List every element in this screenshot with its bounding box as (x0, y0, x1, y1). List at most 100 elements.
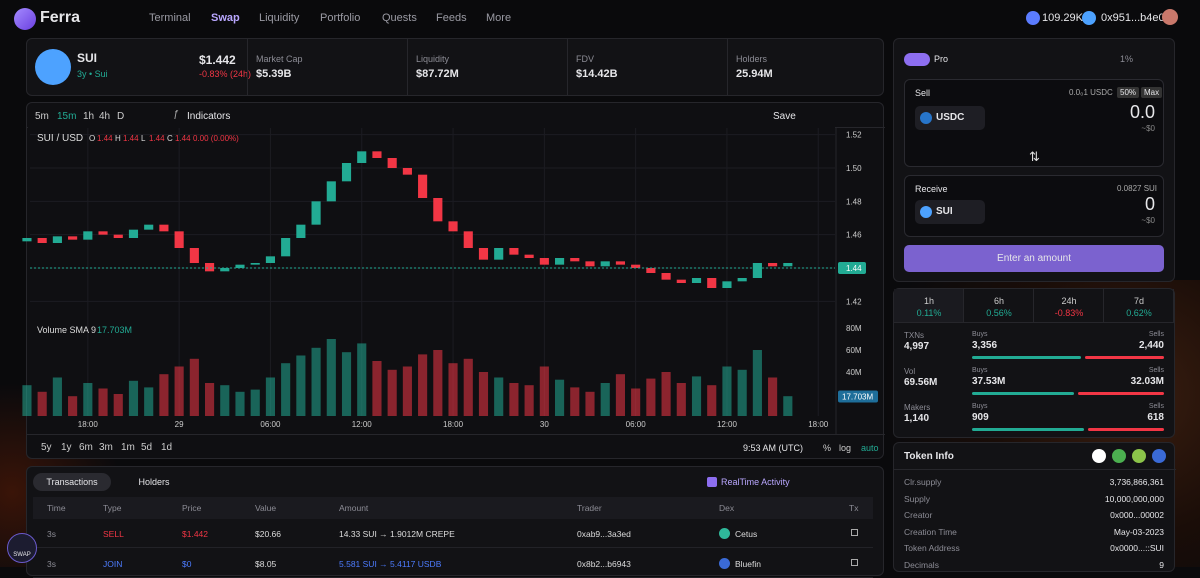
interval-button[interactable]: 4h (99, 111, 111, 122)
range-button[interactable]: 6m (79, 442, 93, 453)
buys-label: Buys (972, 331, 988, 338)
activity-panel: 1h 0.11% 6h 0.56% 24h -0.83% 7d 0.62% TXNs 4,997 B… (893, 288, 1175, 438)
scale-option[interactable]: auto (861, 443, 879, 453)
half-button[interactable]: 50% (1117, 87, 1140, 98)
submit-button[interactable]: Enter an amount (904, 245, 1164, 272)
balance[interactable]: 109.29K (1042, 12, 1083, 24)
divider (27, 127, 885, 128)
buys-value: 909 (972, 412, 989, 423)
period-change: 0.11% (916, 308, 942, 318)
divider (894, 469, 1176, 470)
activity-label: TXNs (904, 331, 924, 340)
info-key: Creator (904, 510, 933, 520)
token-change: -0.83% (24h) (199, 69, 252, 79)
buys-bar (972, 392, 1074, 395)
scale-option[interactable]: log (839, 443, 852, 453)
sells-bar (1088, 428, 1164, 431)
period-change: -0.83% (1054, 308, 1084, 318)
nav-item[interactable]: Feeds (436, 12, 467, 24)
stat-label: FDV (576, 54, 594, 64)
interval-button[interactable]: 1h (83, 111, 95, 122)
period-label: 6h (993, 296, 1004, 306)
swap-fab[interactable]: SWAP (7, 533, 37, 563)
tab[interactable]: Transactions (33, 473, 111, 491)
indicator-icon: ƒ (173, 109, 179, 120)
period-cell[interactable] (964, 289, 1034, 323)
cell: SELL (103, 529, 124, 539)
sells-value: 32.03M (1130, 376, 1164, 387)
sells-value: 618 (1147, 412, 1164, 423)
interval-button[interactable]: D (117, 111, 125, 122)
token-price: $1.442 (199, 53, 236, 67)
column-header: Dex (719, 503, 735, 513)
nav-item[interactable]: Terminal (149, 12, 191, 24)
slippage[interactable]: 1% (1120, 54, 1134, 64)
sell-amount[interactable]: 0.0 (1129, 102, 1155, 122)
period-label: 24h (1061, 296, 1077, 306)
range-button[interactable]: 1y (61, 442, 72, 453)
nav-item[interactable]: Quests (382, 12, 417, 24)
info-value: 10,000,000,000 (1104, 493, 1164, 504)
address[interactable]: 0x951...b4e09 (1101, 12, 1171, 24)
transactions-panel: RealTime Activity Transactions Holders Tim… (26, 466, 884, 578)
tx-link[interactable] (851, 559, 858, 566)
buys-bar (972, 428, 1085, 431)
stat-divider (567, 39, 568, 95)
social-link[interactable] (1132, 449, 1146, 463)
avatar[interactable] (1162, 9, 1178, 25)
receive-usd: ~$0 (1141, 216, 1155, 225)
nav-item[interactable]: Liquidity (259, 12, 300, 24)
cell: 3s (47, 559, 56, 569)
period-cell[interactable] (894, 289, 964, 323)
sell-usd: ~$0 (1141, 124, 1155, 133)
stat-value: $5.39B (256, 68, 292, 80)
pro-toggle[interactable] (904, 53, 930, 66)
logo-text[interactable]: Ferra (40, 9, 81, 26)
flip-icon[interactable]: ⇅ (1029, 149, 1040, 164)
token-meta: 3y • Sui (77, 69, 108, 79)
range-button[interactable]: 1d (161, 442, 173, 453)
sell-token[interactable]: USDC (915, 106, 985, 130)
social-x[interactable] (1092, 449, 1106, 463)
buys-value: 3,356 (972, 340, 998, 351)
realtime-checkbox[interactable] (707, 477, 717, 487)
interval-button[interactable]: 5m (35, 111, 49, 122)
stat-divider (727, 39, 728, 95)
nav-item[interactable]: Swap (211, 12, 240, 24)
range-button[interactable]: 1m (121, 442, 135, 453)
tab[interactable]: Holders (138, 477, 170, 487)
save-button[interactable]: Save (773, 111, 796, 122)
period-label: 7d (1133, 296, 1144, 306)
period-cell[interactable] (1104, 289, 1174, 323)
social-link[interactable] (1152, 449, 1166, 463)
buys-bar (972, 356, 1082, 359)
range-button[interactable]: 5y (41, 442, 52, 453)
period-label: 1h (923, 296, 934, 306)
max-button[interactable]: Max (1141, 87, 1163, 98)
indicators-button[interactable]: Indicators (187, 111, 231, 122)
sell-balance: 0.0₀1 USDC (1069, 88, 1113, 97)
divider (27, 434, 885, 435)
range-button[interactable]: 5d (141, 442, 153, 453)
sells-bar (1077, 392, 1164, 395)
token-header: SUI 3y • Sui $1.442 -0.83% (24h) Market … (26, 38, 884, 96)
scale-option[interactable]: % (823, 443, 832, 453)
period-cell[interactable] (1034, 289, 1104, 323)
receive-token[interactable]: SUI (915, 200, 985, 224)
social-web[interactable] (1112, 449, 1126, 463)
usdc-icon (920, 112, 932, 124)
column-header: Price (182, 503, 202, 513)
nav-item[interactable]: Portfolio (320, 12, 361, 24)
sells-label: Sells (1148, 367, 1164, 374)
info-value: 0x000...00002 (1110, 510, 1164, 520)
receive-amount: 0 (1144, 194, 1155, 214)
tx-link[interactable] (851, 529, 858, 536)
info-value: 9 (1159, 559, 1164, 570)
receive-box: Receive 0.0827 SUI SUI 0 ~$0 (904, 175, 1164, 237)
cell: JOIN (103, 559, 123, 569)
interval-button[interactable]: 15m (57, 111, 77, 122)
cell: Cetus (735, 529, 758, 539)
nav-item[interactable]: More (486, 12, 512, 24)
range-button[interactable]: 3m (99, 442, 113, 453)
